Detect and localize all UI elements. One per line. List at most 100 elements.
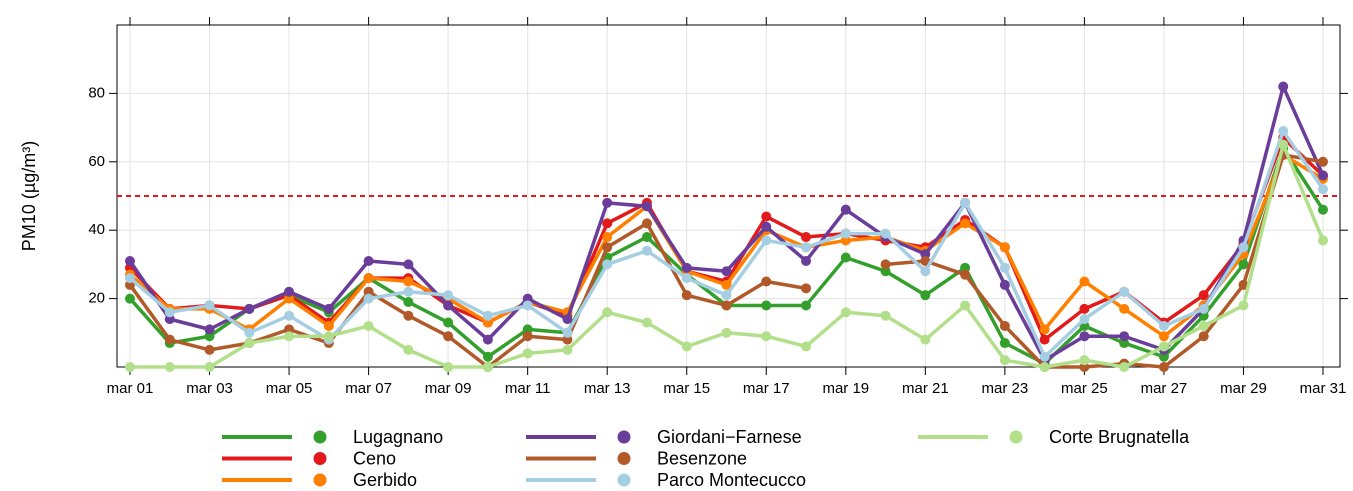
- data-point: [721, 290, 732, 301]
- data-point: [204, 362, 215, 372]
- data-point: [1079, 355, 1090, 366]
- data-point: [1198, 331, 1209, 342]
- data-point: [880, 266, 891, 277]
- data-point: [403, 344, 414, 355]
- data-point: [323, 331, 334, 342]
- x-tick-label: mar 11: [505, 380, 551, 397]
- data-point: [641, 317, 652, 328]
- x-tick-label: mar 05: [266, 380, 313, 397]
- data-point: [761, 276, 772, 287]
- data-point: [999, 262, 1010, 273]
- data-point: [1158, 341, 1169, 352]
- data-point: [681, 262, 692, 273]
- data-point: [641, 201, 652, 212]
- data-point: [164, 314, 175, 325]
- data-point: [562, 344, 573, 355]
- legend-marker: [313, 430, 327, 444]
- data-point: [204, 331, 215, 342]
- data-point: [801, 232, 812, 243]
- data-point: [1079, 314, 1090, 325]
- x-tick-label: mar 21: [902, 380, 949, 397]
- x-tick-label: mar 29: [1220, 380, 1267, 397]
- data-point: [602, 259, 613, 270]
- data-point: [602, 218, 613, 229]
- data-point: [999, 279, 1010, 290]
- data-point: [801, 255, 812, 266]
- data-point: [204, 324, 215, 335]
- data-point: [522, 348, 533, 359]
- data-point: [1238, 242, 1249, 253]
- legend-marker: [617, 452, 631, 465]
- data-point: [1158, 362, 1169, 372]
- data-point: [1238, 279, 1249, 290]
- data-point: [522, 331, 533, 342]
- data-point: [801, 242, 812, 253]
- data-point: [1119, 286, 1130, 297]
- data-point: [1039, 324, 1050, 335]
- data-point: [801, 341, 812, 352]
- legend-marker: [313, 473, 327, 487]
- data-point: [920, 266, 931, 277]
- data-point: [840, 235, 851, 246]
- data-point: [880, 310, 891, 321]
- data-point: [323, 320, 334, 331]
- data-point: [721, 266, 732, 277]
- data-point: [284, 286, 295, 297]
- data-point: [482, 310, 493, 321]
- data-point: [641, 232, 652, 243]
- y-tick-label: 40: [88, 221, 105, 238]
- data-point: [443, 290, 454, 301]
- data-point: [602, 197, 613, 208]
- data-point: [1318, 204, 1328, 215]
- data-point: [1318, 156, 1328, 167]
- data-point: [1278, 126, 1289, 137]
- data-point: [482, 334, 493, 345]
- legend-label: Lugagnano: [353, 427, 443, 447]
- data-point: [840, 252, 851, 263]
- data-point: [801, 283, 812, 294]
- data-point: [641, 245, 652, 256]
- data-point: [960, 262, 971, 273]
- data-point: [681, 290, 692, 301]
- data-point: [1318, 235, 1328, 246]
- y-tick-label: 80: [88, 84, 105, 101]
- data-point: [1318, 170, 1328, 181]
- data-point: [125, 255, 135, 266]
- data-point: [443, 300, 454, 311]
- x-tick-label: mar 25: [1061, 380, 1108, 397]
- data-point: [960, 197, 971, 208]
- data-point: [562, 314, 573, 325]
- data-point: [204, 344, 215, 355]
- data-point: [1119, 338, 1130, 349]
- data-point: [602, 242, 613, 253]
- data-point: [244, 338, 255, 349]
- data-point: [482, 351, 493, 362]
- data-point: [1238, 259, 1249, 270]
- data-point: [482, 317, 493, 328]
- x-tick-label: mar 19: [822, 380, 869, 397]
- data-point: [761, 235, 772, 246]
- data-point: [562, 334, 573, 345]
- data-point: [1158, 320, 1169, 331]
- data-point: [1079, 303, 1090, 314]
- legend-label: Besenzone: [657, 448, 747, 468]
- x-tick-label: mar 27: [1141, 380, 1188, 397]
- data-point: [363, 320, 374, 331]
- data-point: [164, 307, 175, 318]
- data-point: [1039, 334, 1050, 345]
- data-point: [1119, 331, 1130, 342]
- data-point: [363, 273, 374, 284]
- data-point: [244, 303, 255, 314]
- y-tick-label: 20: [88, 290, 105, 307]
- data-point: [999, 338, 1010, 349]
- legend-label: Parco Montecucco: [657, 470, 806, 490]
- data-point: [880, 259, 891, 270]
- data-point: [1158, 351, 1169, 362]
- legend-marker: [617, 473, 631, 487]
- data-point: [1198, 320, 1209, 331]
- data-point: [164, 334, 175, 345]
- data-point: [920, 290, 931, 301]
- data-point: [403, 310, 414, 321]
